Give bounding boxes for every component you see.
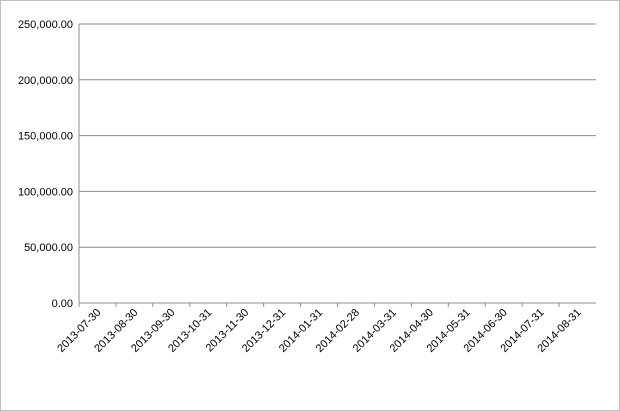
y-tick-label: 50,000.00: [24, 242, 73, 254]
y-tick-label: 100,000.00: [18, 186, 73, 198]
y-tick-label: 200,000.00: [18, 75, 73, 87]
y-tick-label: 250,000.00: [18, 19, 73, 31]
y-tick-label: 0.00: [52, 298, 73, 310]
y-tick-label: 150,000.00: [18, 131, 73, 143]
